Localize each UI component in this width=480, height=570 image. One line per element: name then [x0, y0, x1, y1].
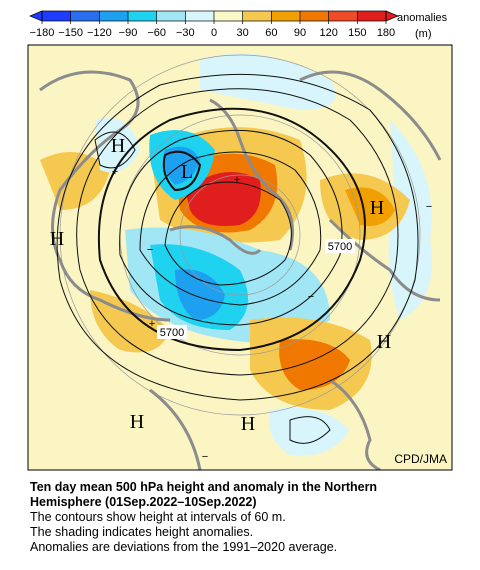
- caption-line: The shading indicates height anomalies.: [30, 525, 253, 539]
- colorbar-unit: (m): [415, 28, 432, 40]
- contour-label: 5700: [328, 241, 352, 253]
- contour-label-box: [325, 239, 355, 253]
- pressure-center-label: −: [426, 201, 432, 213]
- colorbar-segment: [214, 11, 243, 21]
- pressure-center-label: L: [181, 161, 193, 183]
- colorbar-segment: [42, 11, 71, 21]
- contour-label-box: [157, 325, 187, 339]
- colorbar-tick-label: −180: [30, 27, 55, 39]
- height-contours: [56, 73, 419, 444]
- colorbar-tick-label: 60: [265, 27, 277, 39]
- pressure-center-label: −: [308, 291, 314, 303]
- caption-line: The contours show height at intervals of…: [30, 510, 286, 524]
- colorbar-segment: [242, 11, 272, 21]
- map: H L H H H H H 5700 5700 + + + − − − − CPD/JMA: [28, 45, 452, 470]
- colorbar-tick-label: −90: [119, 27, 138, 39]
- colorbar-tick-label: −120: [87, 27, 112, 39]
- colorbar-tick-label: 90: [294, 27, 306, 39]
- colorbar-segment: [328, 11, 358, 21]
- pressure-center-label: H: [370, 197, 384, 219]
- pressure-center-label: H: [130, 411, 144, 433]
- colorbar-tick-label: 120: [319, 27, 337, 39]
- pressure-center-label: +: [112, 166, 118, 178]
- colorbar-tick-label: 30: [237, 27, 249, 39]
- colorbar-tick-label: 0: [211, 27, 217, 39]
- colorbar-segment: [357, 11, 386, 21]
- caption-line: Anomalies are deviations from the 1991–2…: [30, 540, 337, 554]
- colorbar-tick-label: −30: [176, 27, 195, 39]
- colorbar-arrow-low: [29, 10, 43, 22]
- contour-label: 5700: [160, 327, 184, 339]
- caption-title: Ten day mean 500 hPa height and anomaly …: [30, 480, 377, 494]
- colorbar-segment: [185, 11, 214, 21]
- colorbar-label: anomalies: [397, 12, 448, 24]
- pressure-center-label: −: [202, 451, 208, 463]
- map-frame: [27, 44, 453, 471]
- colorbar-tick-label: 180: [377, 27, 395, 39]
- colorbar-segment: [300, 11, 329, 21]
- colorbar-segment: [271, 11, 300, 21]
- pressure-center-label: H: [241, 413, 255, 435]
- graticule: [59, 54, 421, 416]
- pressure-center-label: H: [111, 135, 125, 157]
- colorbar-tick-label: −60: [147, 27, 166, 39]
- caption-title: Hemisphere (01Sep.2022–10Sep.2022): [30, 495, 257, 509]
- coastlines: [39, 70, 442, 470]
- pressure-center-label: −: [147, 244, 153, 256]
- colorbar-segment: [99, 11, 128, 21]
- pressure-center-label: +: [149, 318, 155, 330]
- colorbar-tick-label: −150: [58, 27, 83, 39]
- pressure-center-label: +: [234, 174, 240, 186]
- colorbar-segment: [128, 11, 157, 21]
- pressure-center-label: H: [377, 331, 391, 353]
- pressure-center-label: H: [50, 228, 64, 250]
- colorbar-tick-label: 150: [348, 27, 366, 39]
- colorbar-segment: [156, 11, 186, 21]
- map-credit: CPD/JMA: [394, 452, 447, 466]
- colorbar-segment: [70, 11, 100, 21]
